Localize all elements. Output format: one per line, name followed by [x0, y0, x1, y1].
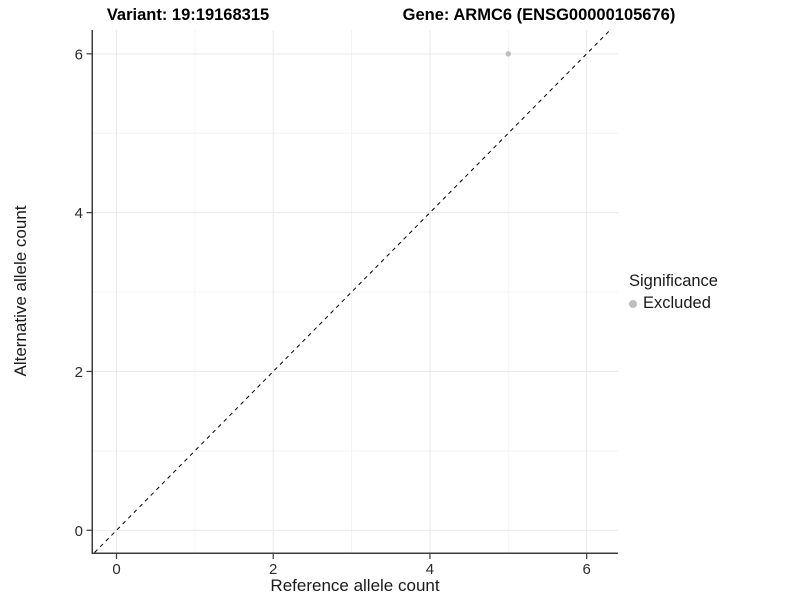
x-tick-label: 0	[112, 561, 120, 578]
y-tick-label: 2	[75, 364, 83, 381]
variant-title: Variant: 19:19168315	[106, 6, 270, 24]
gene-title: Gene: ARMC6 (ENSG00000105676)	[402, 6, 676, 24]
legend-item-excluded: Excluded	[629, 294, 718, 313]
x-tick-label: 4	[426, 561, 434, 578]
y-tick-label: 4	[75, 205, 83, 222]
y-axis-title: Alternative allele count	[11, 205, 30, 377]
x-tick-label: 2	[269, 561, 277, 578]
y-tick-label: 6	[75, 46, 83, 63]
excluded-point-icon	[629, 299, 637, 308]
legend-title: Significance	[629, 272, 718, 290]
x-axis-title: Reference allele count	[270, 576, 440, 595]
legend-item-label: Excluded	[643, 294, 711, 312]
identity-reference-line	[94, 29, 611, 553]
x-tick-label: 6	[582, 561, 590, 578]
legend: Significance Excluded	[629, 272, 718, 313]
y-tick-label: 0	[75, 523, 83, 540]
data-point-excluded	[505, 51, 511, 57]
